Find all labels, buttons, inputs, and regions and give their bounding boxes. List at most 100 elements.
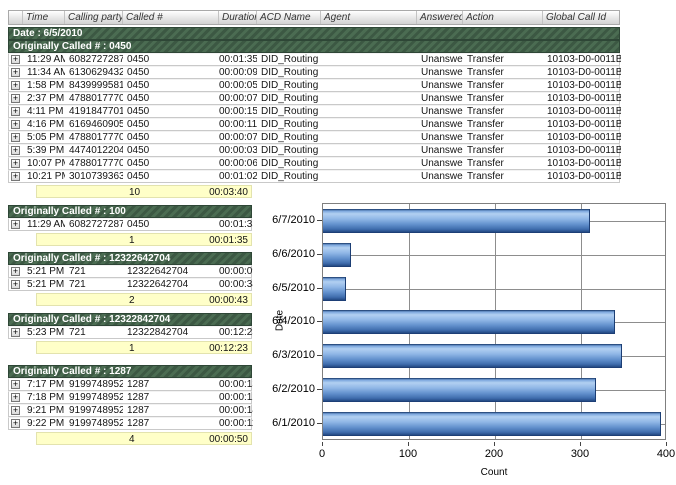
expand-row-button[interactable]: + xyxy=(11,106,20,116)
call-table-row: +11:29 AM 6082727287 0450 00:01:35 DID_Routi… xyxy=(8,53,621,66)
time-cell: 10:07 PM xyxy=(27,158,65,169)
time-cell: 9:22 PM xyxy=(27,418,65,429)
answered-cell: Unanswered xyxy=(421,80,463,91)
calling-party-cell: 3010739363 xyxy=(69,171,123,182)
time-cell: 7:18 PM xyxy=(27,392,65,403)
time-cell: 5:23 PM xyxy=(27,327,65,338)
expand-row-button[interactable]: + xyxy=(11,405,20,415)
duration-cell: 00:12:23 xyxy=(219,327,253,338)
duration-cell: 00:00:34 xyxy=(219,279,253,290)
called-number-cell: 0450 xyxy=(127,219,150,230)
calling-party-cell: 721 xyxy=(69,279,86,290)
duration-cell: 00:00:12 xyxy=(219,392,253,403)
time-cell: 11:29 AM xyxy=(27,219,65,230)
call-table-row: +7:17 PM 9199748952 1287 00:00:13 xyxy=(8,378,253,391)
call-table-row: +10:21 PM 3010739363 0450 00:01:02 DID_Routi… xyxy=(8,170,621,183)
expand-cell: + xyxy=(9,93,23,104)
expand-row-button[interactable]: + xyxy=(11,119,20,129)
originally-called-group-band: Originally Called # : 12322642704 xyxy=(8,252,252,265)
chart-bar xyxy=(323,378,596,402)
call-table-row: +7:18 PM 9199748952 1287 00:00:12 xyxy=(8,391,253,404)
called-number-cell: 12322642704 xyxy=(127,279,189,290)
column-header[interactable]: Time xyxy=(23,11,65,24)
duration-cell: 00:00:06 xyxy=(219,158,257,169)
column-header[interactable]: ACD Name xyxy=(257,11,321,24)
originally-called-group-band: Originally Called # : 0450 xyxy=(8,40,620,53)
expand-row-button[interactable]: + xyxy=(11,418,20,428)
y-axis-tick xyxy=(317,220,322,221)
duration-cell: 00:00:09 xyxy=(219,67,257,78)
acd-name-cell: DID_Routing xyxy=(261,54,319,65)
calling-party-cell: 4788017770 xyxy=(69,132,123,143)
column-header[interactable]: Called # xyxy=(123,11,219,24)
time-cell: 5:39 PM xyxy=(27,145,65,156)
called-number-cell: 1287 xyxy=(127,418,150,429)
global-call-id-cell: 10103-D0-0011B-772 xyxy=(547,106,621,117)
column-header[interactable]: Duration xyxy=(219,11,257,24)
column-header[interactable]: Answered xyxy=(417,11,463,24)
expand-row-button[interactable]: + xyxy=(11,93,20,103)
time-cell: 4:16 PM xyxy=(27,119,65,130)
expand-cell: + xyxy=(9,418,23,429)
summary-band: 10 00:03:40 xyxy=(36,185,252,198)
global-call-id-cell: 10103-D0-0011B-778 xyxy=(547,145,621,156)
global-call-id-cell: 10103-D0-0011B-773 xyxy=(547,119,621,130)
agent-cell xyxy=(321,119,417,130)
action-cell: Transfer xyxy=(467,93,504,104)
agent-cell xyxy=(321,145,417,156)
column-header[interactable]: Calling party # xyxy=(65,11,123,24)
expand-cell: + xyxy=(9,119,23,130)
acd-name-cell: DID_Routing xyxy=(261,145,319,156)
called-number-cell: 1287 xyxy=(127,379,150,390)
answered-cell: Unanswered xyxy=(421,171,463,182)
expand-row-button[interactable]: + xyxy=(11,145,20,155)
expand-row-button[interactable]: + xyxy=(11,158,20,168)
x-axis-title: Count xyxy=(480,467,508,478)
y-tick-label: 6/7/2010 xyxy=(272,214,315,226)
x-axis-tick xyxy=(666,442,667,446)
calling-party-cell: 9199748952 xyxy=(69,392,123,403)
category-gridline xyxy=(323,289,665,290)
expand-row-button[interactable]: + xyxy=(11,132,20,142)
column-header[interactable]: Agent xyxy=(321,11,417,24)
time-cell: 5:05 PM xyxy=(27,132,65,143)
chart-bar xyxy=(323,344,622,368)
summary-call-count: 10 xyxy=(129,187,141,198)
expand-row-button[interactable]: + xyxy=(11,379,20,389)
chart-bar xyxy=(323,310,615,334)
calling-party-cell: 721 xyxy=(69,266,86,277)
y-tick-label: 6/6/2010 xyxy=(272,248,315,260)
answered-cell: Unanswered xyxy=(421,106,463,117)
duration-cell: 00:00:09 xyxy=(219,266,253,277)
expand-row-button[interactable]: + xyxy=(11,219,20,229)
expand-row-button[interactable]: + xyxy=(11,266,20,276)
column-header[interactable]: Action xyxy=(463,11,543,24)
called-number-cell: 0450 xyxy=(127,132,150,143)
called-number-cell: 0450 xyxy=(127,158,150,169)
called-number-cell: 0450 xyxy=(127,93,150,104)
calling-party-cell: 9199748952 xyxy=(69,418,123,429)
expand-row-button[interactable]: + xyxy=(11,80,20,90)
x-axis-tick xyxy=(494,442,495,446)
column-header[interactable]: Global Call Id xyxy=(546,12,607,23)
originally-called-group-band: Originally Called # : 12322842704 xyxy=(8,313,252,326)
expand-row-button[interactable]: + xyxy=(11,279,20,289)
expand-row-button[interactable]: + xyxy=(11,171,20,181)
answered-cell: Unanswered xyxy=(421,145,463,156)
expand-row-button[interactable]: + xyxy=(11,54,20,64)
expand-row-button[interactable]: + xyxy=(11,327,20,337)
action-cell: Transfer xyxy=(467,171,504,182)
expand-row-button[interactable]: + xyxy=(11,392,20,402)
duration-cell: 00:00:07 xyxy=(219,132,257,143)
chart-bar xyxy=(323,277,346,301)
global-call-id-cell: 10103-D0-0011B-77E xyxy=(547,158,621,169)
call-table-row: +10:07 PM 4788017770 0450 00:00:06 DID_Routi… xyxy=(8,157,621,170)
x-tick-label: 200 xyxy=(484,448,504,460)
summary-call-count: 1 xyxy=(129,343,135,354)
y-tick-label: 6/2/2010 xyxy=(272,383,315,395)
x-axis-tick xyxy=(580,442,581,446)
summary-call-count: 4 xyxy=(129,434,135,445)
expand-row-button[interactable]: + xyxy=(11,67,20,77)
category-gridline xyxy=(323,255,665,256)
